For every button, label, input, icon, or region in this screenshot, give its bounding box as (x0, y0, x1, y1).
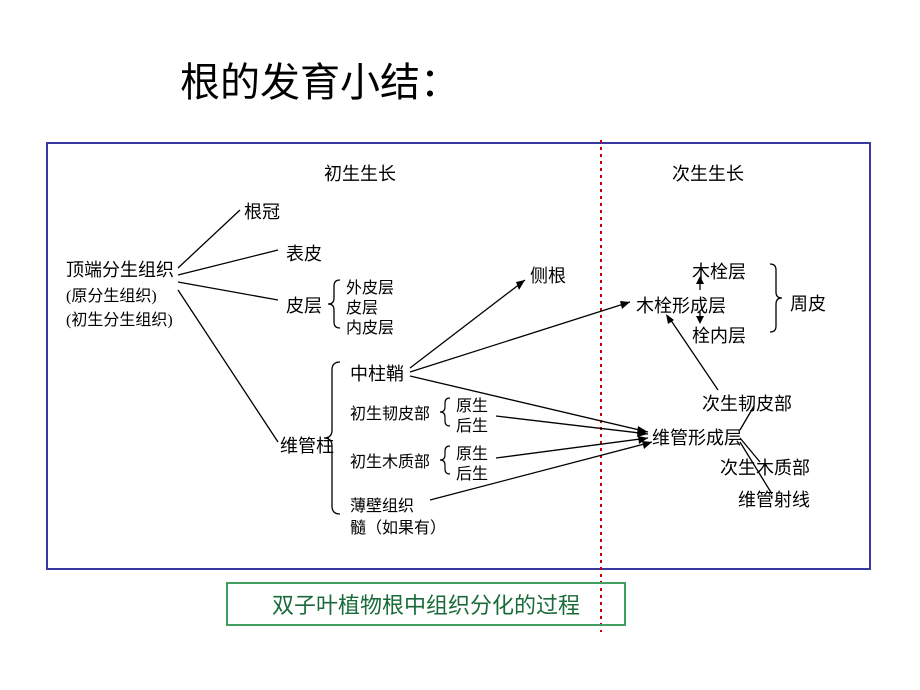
caption-box: 双子叶植物根中组织分化的过程 (226, 582, 626, 626)
node-parenchyma: 薄壁组织 (350, 492, 414, 516)
node-xylem-meta: 后生 (456, 460, 488, 484)
node-primary-phloem: 初生韧皮部 (350, 400, 430, 424)
node-lateral-root: 侧根 (530, 262, 566, 288)
node-vascular-cambium: 维管形成层 (652, 424, 742, 450)
node-pith: 髓（如果有） (350, 514, 446, 538)
node-epidermis: 表皮 (286, 240, 322, 266)
node-phloem-meta: 后生 (456, 412, 488, 436)
node-phelloderm: 栓内层 (692, 322, 746, 348)
node-sec-phloem: 次生韧皮部 (702, 390, 792, 416)
node-endodermis: 内皮层 (346, 314, 394, 338)
page-title: 根的发育小结： (180, 50, 460, 108)
node-ray: 维管射线 (738, 486, 810, 512)
node-cortex: 皮层 (286, 292, 322, 318)
node-primary-xylem: 初生木质部 (350, 448, 430, 472)
root-sub2: (初生分生组织) (66, 306, 173, 330)
node-cork-cambium: 木栓形成层 (636, 292, 726, 318)
node-periderm: 周皮 (790, 290, 826, 316)
node-rootcap: 根冠 (244, 198, 280, 224)
header-secondary: 次生生长 (672, 160, 744, 186)
header-primary: 初生生长 (324, 160, 396, 186)
root-sub1: (原分生组织) (66, 282, 157, 306)
node-sec-xylem: 次生木质部 (720, 454, 810, 480)
caption-text: 双子叶植物根中组织分化的过程 (272, 588, 580, 620)
node-pericycle: 中柱鞘 (350, 360, 404, 386)
node-vascular-cylinder: 维管柱 (280, 432, 334, 458)
root-main: 顶端分生组织 (66, 256, 174, 282)
node-cork: 木栓层 (692, 258, 746, 284)
